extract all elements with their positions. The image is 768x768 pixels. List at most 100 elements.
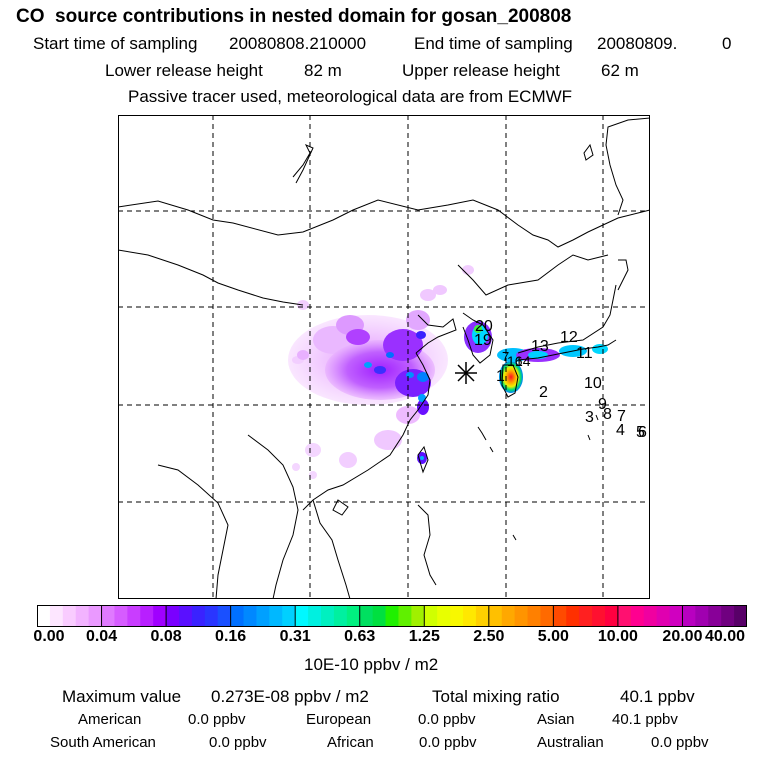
map-panel: 20 19 7 16 14 13 12 11 1 2 10 9 3 8 7 4 … bbox=[118, 115, 650, 599]
coast-bohai bbox=[415, 314, 457, 354]
colorbar-tick-label: 1.25 bbox=[408, 628, 440, 645]
plume-core-china bbox=[346, 329, 370, 345]
coastlines bbox=[118, 117, 650, 599]
colorbar-cell bbox=[62, 605, 77, 627]
traj-label: 2 bbox=[539, 384, 548, 401]
traj-label: 10 bbox=[584, 375, 602, 392]
region-value: 0.0 ppbv bbox=[209, 734, 267, 751]
plume-core-china bbox=[383, 329, 423, 361]
colorbar-cell bbox=[721, 605, 735, 627]
colorbar-tick-label: 40.00 bbox=[704, 628, 746, 645]
colorbar-frame bbox=[37, 605, 747, 627]
start-time-label: Start time of sampling bbox=[33, 34, 198, 53]
region-value: 0.0 ppbv bbox=[418, 711, 476, 728]
coast-sakhalin-north bbox=[605, 117, 650, 216]
colorbar-cell bbox=[527, 605, 542, 627]
coast-indochina bbox=[312, 499, 351, 599]
region-name: South American bbox=[50, 734, 156, 751]
traj-label: 5 bbox=[636, 424, 645, 441]
region-value: 0.0 ppbv bbox=[651, 734, 709, 751]
colorbar-tick-label: 0.63 bbox=[344, 628, 376, 645]
traj-label: 4 bbox=[616, 422, 625, 439]
colorbar-cell bbox=[424, 605, 438, 627]
plume-core-china bbox=[417, 372, 429, 382]
colorbar-tick-label: 0.04 bbox=[85, 628, 118, 645]
plume-fringe bbox=[462, 265, 474, 275]
coast-hainan bbox=[332, 499, 349, 516]
max-value-label: Maximum value bbox=[62, 687, 182, 706]
colorbar-cell bbox=[475, 605, 490, 627]
end-time-label: End time of sampling bbox=[414, 34, 573, 53]
coast-islands-small bbox=[512, 414, 599, 541]
colorbar-cell bbox=[450, 605, 464, 627]
plume-korea bbox=[474, 325, 482, 333]
region-name: Australian bbox=[537, 734, 604, 751]
colorbar-cell bbox=[127, 605, 141, 627]
coast-honshu-south bbox=[517, 339, 617, 361]
colorbar-cell bbox=[579, 605, 593, 627]
region-name: Asian bbox=[537, 711, 575, 728]
colorbar-cell bbox=[333, 605, 348, 627]
colorbar-cell bbox=[295, 605, 309, 627]
colorbar-tick-label: 2.50 bbox=[473, 628, 505, 645]
colorbar-cell bbox=[411, 605, 425, 627]
colorbar-cell bbox=[204, 605, 219, 627]
coast-southwest bbox=[247, 434, 299, 599]
coast-ryukyu bbox=[477, 426, 494, 453]
plume-fringe bbox=[339, 452, 357, 468]
plume-core-china bbox=[418, 394, 426, 402]
coast-korea bbox=[462, 312, 494, 364]
traj-label: 6 bbox=[638, 424, 647, 441]
colorbar-cell bbox=[282, 605, 296, 627]
traj-label: 19 bbox=[474, 332, 492, 349]
colorbar-cell bbox=[153, 605, 167, 627]
plume-fringe bbox=[433, 285, 447, 295]
plume-fringe bbox=[309, 471, 317, 479]
colorbar-tick-label: 20.00 bbox=[662, 628, 703, 645]
colorbar-cell bbox=[488, 605, 503, 627]
graticule bbox=[118, 115, 650, 599]
colorbar-tick-label: 0.00 bbox=[33, 628, 65, 645]
coast-kyushu bbox=[501, 364, 519, 398]
colorbar-cell bbox=[669, 605, 684, 627]
colorbar-cell bbox=[643, 605, 658, 627]
colorbar-cell bbox=[114, 605, 128, 627]
coast-taiwan bbox=[417, 445, 429, 474]
colorbar-cell bbox=[75, 605, 90, 627]
plume-core-china bbox=[364, 362, 372, 368]
traj-label: 1 bbox=[496, 368, 505, 385]
end-time-value: 20080809. bbox=[597, 34, 678, 53]
upper-height-label: Upper release height bbox=[402, 61, 560, 80]
release-site-marker bbox=[455, 362, 477, 384]
traj-label: 13 bbox=[531, 338, 549, 355]
colorbar-cell bbox=[437, 605, 451, 627]
traj-label: 7 bbox=[617, 408, 626, 425]
tracer-note: Passive tracer used, meteorological data… bbox=[128, 87, 573, 106]
colorbar-cell bbox=[49, 605, 64, 627]
colorbar-unit: 10E-10 ppbv / m2 bbox=[304, 655, 439, 674]
colorbar-cell bbox=[734, 605, 747, 627]
plume-core-china bbox=[416, 331, 426, 339]
colorbar-cell bbox=[514, 605, 529, 627]
colorbar-cell bbox=[372, 605, 387, 627]
colorbar-cell bbox=[346, 605, 361, 627]
plume-fringe bbox=[420, 289, 436, 301]
colorbar-cell bbox=[230, 605, 245, 627]
colorbar-cell bbox=[630, 605, 645, 627]
region-name: American bbox=[78, 711, 142, 728]
colorbar-cell bbox=[463, 605, 477, 627]
colorbar-cell bbox=[217, 605, 232, 627]
traj-label: 8 bbox=[603, 406, 612, 423]
plume-core-china bbox=[374, 366, 386, 374]
colorbar-cell bbox=[398, 605, 412, 627]
traj-label: 20 bbox=[475, 318, 493, 335]
colorbar-cell bbox=[385, 605, 400, 627]
region-value: 0.0 ppbv bbox=[188, 711, 246, 728]
end-time-suffix: 0 bbox=[722, 34, 732, 53]
plume-core-china bbox=[406, 372, 414, 378]
coast-island bbox=[583, 143, 594, 161]
region-value: 0.0 ppbv bbox=[419, 734, 477, 751]
plume-fringe bbox=[305, 443, 321, 457]
release-site-stroke bbox=[457, 364, 475, 382]
colorbar-tick-label: 0.08 bbox=[150, 628, 182, 645]
